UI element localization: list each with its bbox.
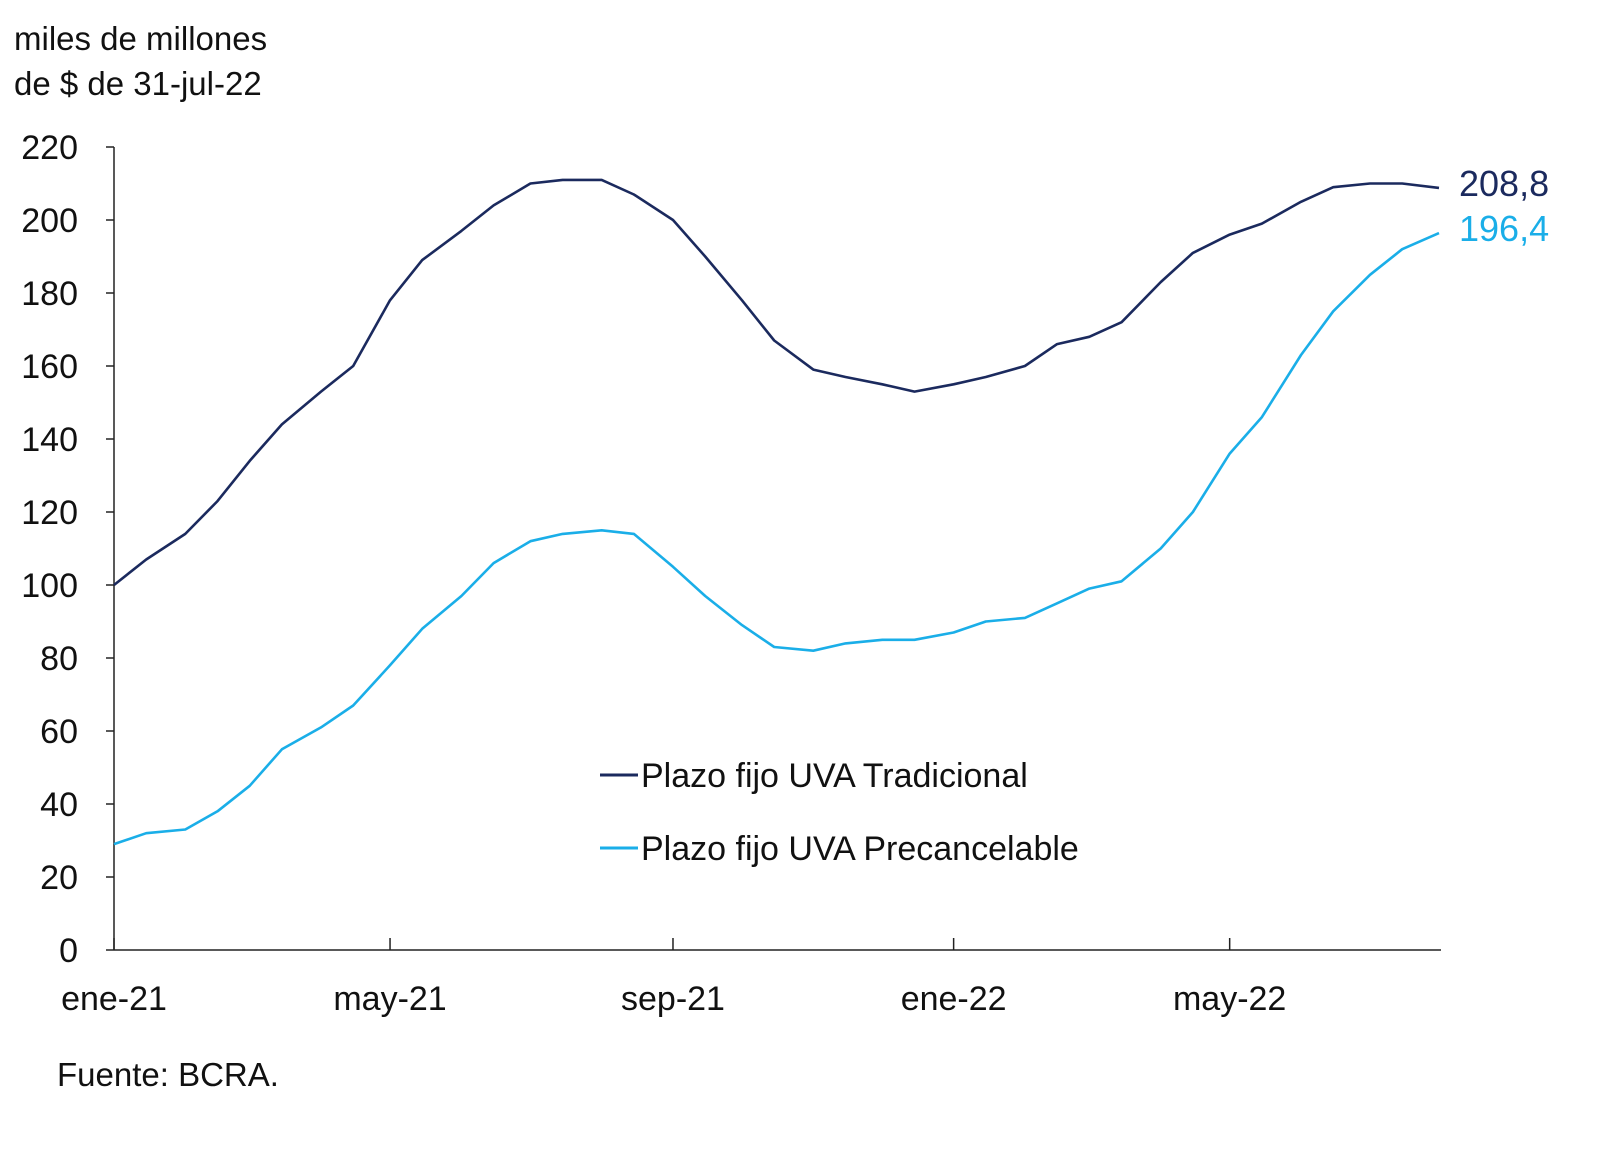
- source-note: Fuente: BCRA.: [57, 1056, 279, 1093]
- y-tick-label: 140: [21, 421, 78, 459]
- y-tick-label: 40: [40, 786, 78, 824]
- y-tick-label: 200: [21, 202, 78, 240]
- series-line-1: [113, 231, 1440, 846]
- y-axis-label-line-2: de $ de 31-jul-22: [14, 65, 262, 102]
- legend: Plazo fijo UVA Tradicional Plazo fijo UV…: [600, 757, 1079, 868]
- y-tick-label: 20: [40, 859, 78, 897]
- series-end-label-1: 196,4: [1459, 208, 1549, 249]
- y-tick-label: 100: [21, 567, 78, 605]
- x-tick-label: sep-21: [621, 980, 725, 1018]
- y-tick-label: 60: [40, 713, 78, 751]
- y-tick-label: 80: [40, 640, 78, 678]
- y-tick-label: 220: [21, 129, 78, 167]
- y-tick-label: 180: [21, 275, 78, 313]
- x-tick-label: may-22: [1173, 980, 1286, 1018]
- y-tick-label: 120: [21, 494, 78, 532]
- series-line-0: [113, 178, 1440, 587]
- x-tick-label: may-21: [333, 980, 446, 1018]
- x-tick-label: ene-22: [901, 980, 1007, 1018]
- y-tick-label: 0: [59, 932, 78, 970]
- y-tick-label: 160: [21, 348, 78, 386]
- legend-label-precancelable: Plazo fijo UVA Precancelable: [641, 830, 1079, 868]
- legend-label-tradicional: Plazo fijo UVA Tradicional: [641, 757, 1028, 795]
- x-tick-label: ene-21: [61, 980, 167, 1018]
- y-axis-label-line-1: miles de millones: [14, 20, 267, 57]
- series-end-label-0: 208,8: [1459, 163, 1549, 204]
